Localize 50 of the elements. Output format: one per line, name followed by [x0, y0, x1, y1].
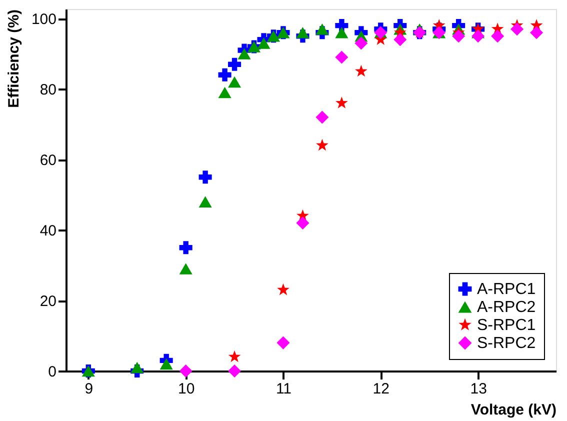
point — [335, 26, 348, 38]
y-tick-label: 0 — [48, 364, 56, 380]
x-tick-label: 13 — [470, 380, 487, 398]
point — [277, 283, 290, 296]
point — [394, 33, 407, 46]
point — [257, 38, 270, 49]
point — [198, 170, 212, 184]
legend-label: A-RPC2 — [477, 299, 536, 316]
point — [276, 336, 290, 350]
point — [179, 241, 192, 254]
point — [510, 22, 524, 36]
point — [354, 36, 368, 50]
point — [130, 362, 144, 374]
point — [316, 110, 329, 124]
point — [316, 23, 329, 35]
legend-label: S-RPC1 — [477, 317, 536, 334]
point — [228, 76, 242, 88]
point — [335, 96, 348, 108]
x-tick-label: 10 — [178, 380, 195, 398]
point — [198, 196, 212, 208]
point — [238, 48, 251, 60]
y-tick-label: 80 — [40, 82, 56, 99]
y-tick-label: 100 — [31, 11, 56, 28]
y-tick-label: 20 — [40, 293, 56, 310]
point — [228, 58, 242, 71]
point — [228, 350, 241, 362]
point — [296, 216, 310, 230]
point — [452, 30, 466, 43]
legend-label: S-RPC2 — [477, 335, 536, 352]
x-tick-label: 11 — [276, 380, 292, 398]
point — [491, 30, 504, 43]
y-tick-label: 60 — [40, 152, 56, 170]
point — [316, 138, 328, 151]
point — [179, 364, 192, 378]
point — [530, 26, 544, 40]
point — [472, 30, 485, 43]
point — [335, 50, 348, 64]
x-tick-label: 12 — [372, 380, 390, 398]
point — [354, 64, 368, 77]
y-axis-title: Efficiency (%) — [5, 10, 22, 108]
point — [179, 263, 192, 274]
y-tick-label: 40 — [40, 222, 56, 240]
x-axis-title: Voltage (kV) — [470, 402, 556, 418]
legend-label: A-RPC1 — [477, 281, 536, 298]
x-tick-label: 9 — [84, 380, 94, 398]
point — [218, 86, 232, 98]
point — [228, 364, 242, 378]
point — [160, 358, 173, 370]
point — [296, 26, 310, 38]
point — [218, 68, 232, 82]
